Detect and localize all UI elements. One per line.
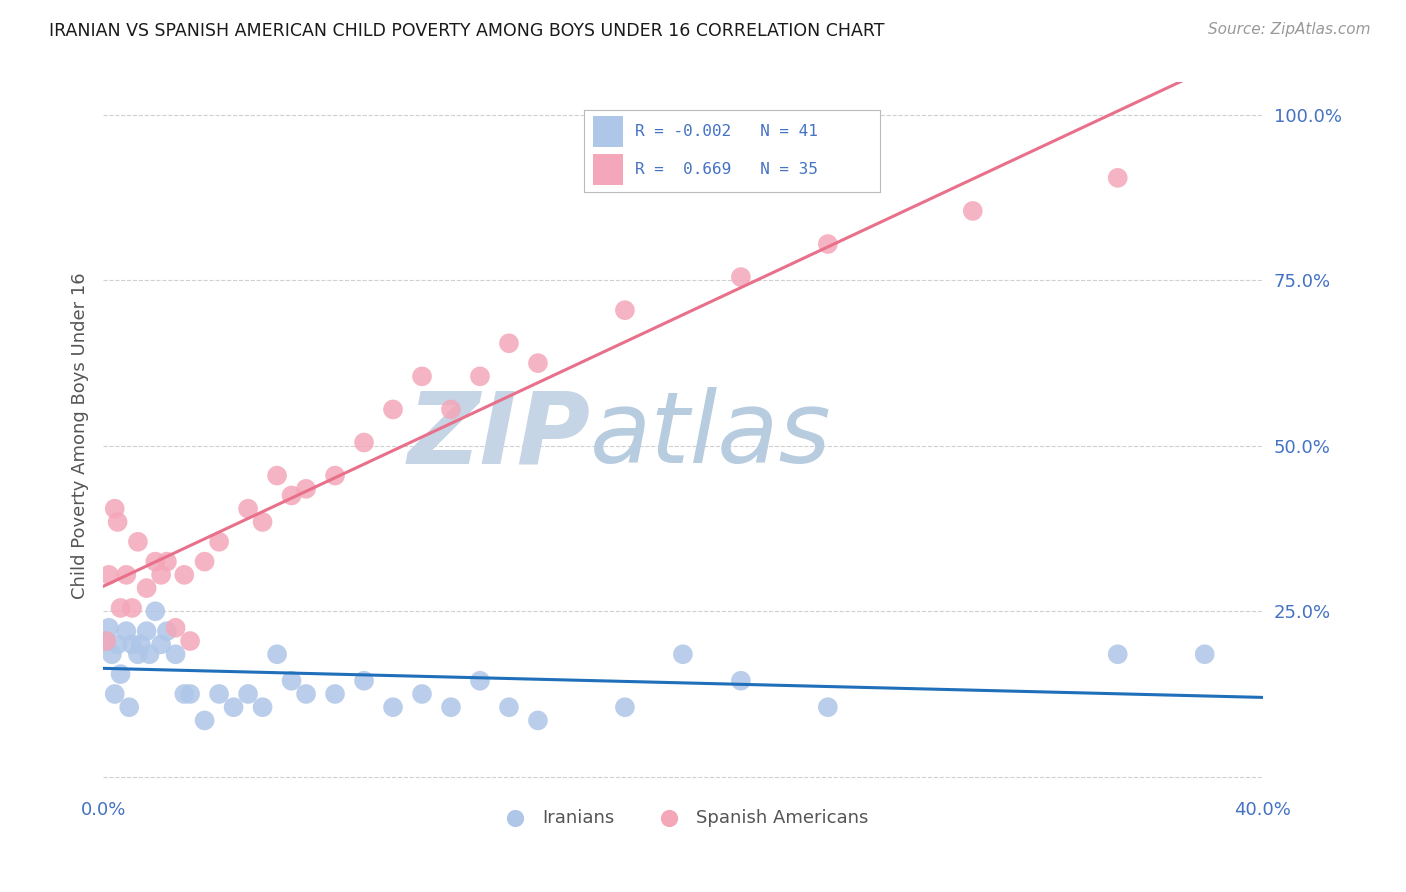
Point [110,601,132,615]
Point [179,634,201,648]
Point [1107,170,1129,185]
Point [236,501,259,516]
Point [295,482,318,496]
Point [143,604,166,618]
Text: ZIP: ZIP [408,387,591,484]
Point [411,687,433,701]
Point [165,621,187,635]
Point [173,687,195,701]
Point [208,687,231,701]
Point [353,435,375,450]
Point [280,488,302,502]
Point [173,567,195,582]
Point [498,700,520,714]
Point [94,634,117,648]
Point [135,581,157,595]
Point [440,402,463,417]
Point [382,402,405,417]
Point [252,515,274,529]
Point [104,501,127,516]
Point [94,634,117,648]
Point [266,468,288,483]
Point [498,336,520,351]
Point [613,700,636,714]
Text: atlas: atlas [591,387,832,484]
Point [150,567,173,582]
Point [107,515,129,529]
Point [97,621,120,635]
Point [236,687,259,701]
Point [527,714,550,728]
Point [1107,647,1129,661]
Point [730,673,752,688]
Point [135,624,157,639]
Point [101,647,124,661]
Point [323,468,346,483]
Point [143,555,166,569]
Point [252,700,274,714]
Point [1194,647,1216,661]
Legend: Iranians, Spanish Americans: Iranians, Spanish Americans [491,802,876,834]
Point [121,637,143,651]
Point [962,203,984,218]
Point [156,624,179,639]
Point [411,369,433,384]
Point [138,647,160,661]
Point [817,700,839,714]
Point [194,714,217,728]
Point [730,270,752,285]
Point [353,673,375,688]
Point [121,601,143,615]
Point [468,369,491,384]
Text: IRANIAN VS SPANISH AMERICAN CHILD POVERTY AMONG BOYS UNDER 16 CORRELATION CHART: IRANIAN VS SPANISH AMERICAN CHILD POVERT… [49,22,884,40]
Point [104,687,127,701]
Point [165,647,187,661]
Point [150,637,173,651]
Point [127,534,149,549]
Point [672,647,695,661]
Point [280,673,302,688]
Point [527,356,550,370]
Point [127,647,149,661]
Point [97,567,120,582]
Point [222,700,245,714]
Point [115,567,138,582]
Point [208,534,231,549]
Point [107,637,129,651]
Point [156,555,179,569]
Point [295,687,318,701]
Point [129,637,152,651]
Point [468,673,491,688]
Point [266,647,288,661]
Point [194,555,217,569]
Point [323,687,346,701]
Point [613,303,636,318]
Point [817,237,839,252]
Y-axis label: Child Poverty Among Boys Under 16: Child Poverty Among Boys Under 16 [72,273,89,599]
Point [110,667,132,681]
Point [440,700,463,714]
Point [382,700,405,714]
Text: Source: ZipAtlas.com: Source: ZipAtlas.com [1208,22,1371,37]
Point [118,700,141,714]
Point [115,624,138,639]
Point [179,687,201,701]
